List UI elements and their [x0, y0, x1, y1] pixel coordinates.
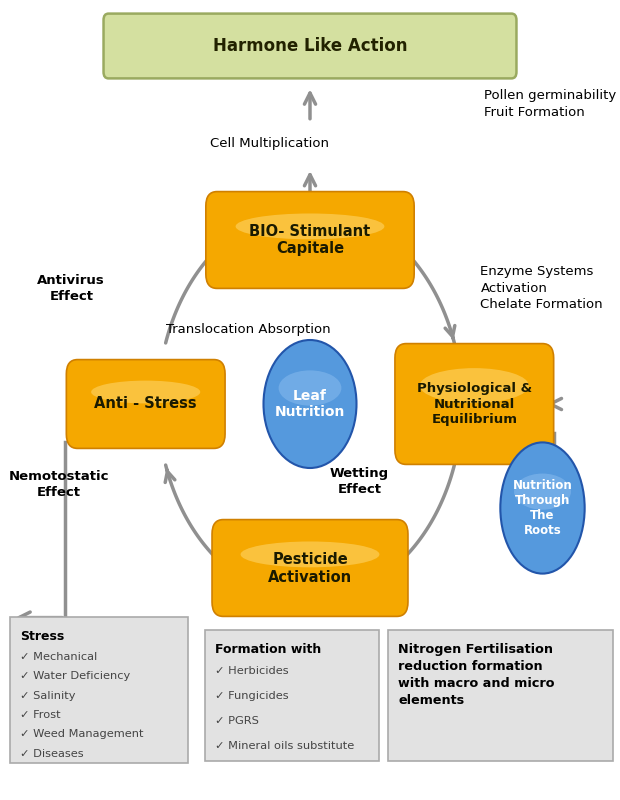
- FancyBboxPatch shape: [206, 192, 414, 289]
- Text: Physiological &
Nutritional
Equilibrium: Physiological & Nutritional Equilibrium: [417, 382, 532, 426]
- Text: Enzyme Systems
Activation
Chelate Formation: Enzyme Systems Activation Chelate Format…: [480, 266, 603, 310]
- Text: Translocation Absorption: Translocation Absorption: [166, 323, 330, 336]
- Text: Antivirus
Effect: Antivirus Effect: [37, 274, 105, 302]
- Ellipse shape: [241, 542, 379, 567]
- Ellipse shape: [91, 381, 200, 403]
- Text: BIO- Stimulant
Capitale: BIO- Stimulant Capitale: [249, 223, 371, 257]
- Text: ✓ Weed Management: ✓ Weed Management: [20, 730, 143, 739]
- Text: ✓ Mechanical: ✓ Mechanical: [20, 652, 97, 662]
- Text: Stress: Stress: [20, 630, 64, 642]
- Text: ✓ Salinity: ✓ Salinity: [20, 690, 76, 701]
- FancyBboxPatch shape: [388, 630, 613, 761]
- Text: Nutrition
Through
The
Roots: Nutrition Through The Roots: [513, 479, 572, 537]
- FancyBboxPatch shape: [104, 14, 516, 78]
- Text: Pollen germinability
Fruit Formation: Pollen germinability Fruit Formation: [484, 90, 616, 118]
- Ellipse shape: [420, 368, 529, 403]
- Ellipse shape: [514, 474, 571, 510]
- Text: Nemotostatic
Effect: Nemotostatic Effect: [9, 470, 109, 498]
- FancyBboxPatch shape: [212, 520, 408, 616]
- Text: Anti - Stress: Anti - Stress: [94, 397, 197, 411]
- Ellipse shape: [264, 340, 356, 468]
- FancyBboxPatch shape: [395, 344, 554, 464]
- Text: ✓ Water Deficiency: ✓ Water Deficiency: [20, 671, 130, 682]
- Ellipse shape: [236, 214, 384, 239]
- Text: Nitrogen Fertilisation
reduction formation
with macro and micro
elements: Nitrogen Fertilisation reduction formati…: [398, 643, 554, 707]
- Text: ✓ PGRS: ✓ PGRS: [215, 715, 259, 726]
- FancyBboxPatch shape: [66, 360, 225, 448]
- Text: Pesticide
Activation: Pesticide Activation: [268, 551, 352, 585]
- Text: Wetting
Effect: Wetting Effect: [330, 467, 389, 496]
- Text: Formation with: Formation with: [215, 643, 321, 656]
- Text: ✓ Frost: ✓ Frost: [20, 710, 61, 720]
- FancyBboxPatch shape: [10, 617, 188, 763]
- Text: ✓ Herbicides: ✓ Herbicides: [215, 666, 289, 675]
- Ellipse shape: [500, 442, 585, 574]
- Text: ✓ Fungicides: ✓ Fungicides: [215, 690, 289, 701]
- Text: Leaf
Nutrition: Leaf Nutrition: [275, 389, 345, 419]
- FancyBboxPatch shape: [205, 630, 379, 761]
- Text: ✓ Mineral oils substitute: ✓ Mineral oils substitute: [215, 741, 355, 750]
- Ellipse shape: [278, 370, 342, 406]
- Text: Cell Multiplication: Cell Multiplication: [210, 138, 329, 150]
- Text: ✓ Diseases: ✓ Diseases: [20, 749, 84, 758]
- Text: Harmone Like Action: Harmone Like Action: [213, 37, 407, 54]
